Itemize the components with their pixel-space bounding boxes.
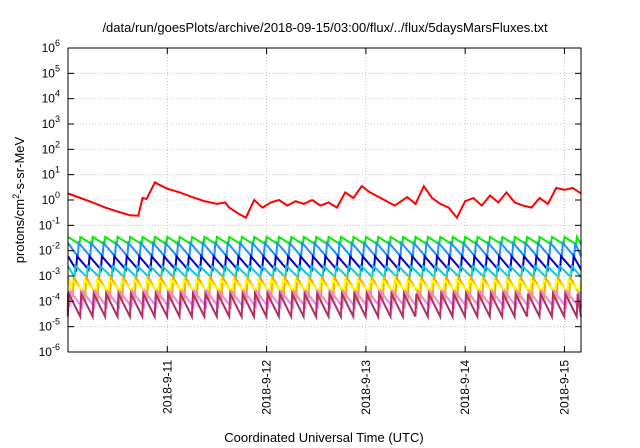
y-axis-label-rest: -s-sr-MeV <box>12 136 27 193</box>
x-axis-ticks: 2018-9-11 2018-9-12 2018-9-13 2018-9-14 2018… <box>160 48 571 415</box>
y-tick-label: 10-5 <box>39 317 60 334</box>
y-axis-ticks: 10-6 10-5 10-4 10-3 10-2 10-1 100 101 102 103 104 1… <box>39 38 581 359</box>
y-tick-label: 105 <box>42 63 60 80</box>
sawtooth-series-line <box>67 233 582 246</box>
x-axis-label: Coordinated Universal Time (UTC) <box>224 430 423 445</box>
y-tick-label: 10-3 <box>39 266 60 283</box>
y-tick-label: 10-4 <box>39 291 60 308</box>
x-tick-label: 2018-9-12 <box>260 360 274 415</box>
sawtooth-series-line <box>66 289 582 321</box>
y-tick-label: 100 <box>42 190 60 207</box>
sawtooth-series-line <box>67 263 582 281</box>
sawtooth-series-line <box>67 240 582 260</box>
y-axis-label-base: protons/cm <box>12 199 27 263</box>
y-tick-label: 101 <box>42 165 60 182</box>
y-tick-label: 102 <box>42 139 60 156</box>
y-axis-label-sup: 2 <box>11 194 21 199</box>
y-tick-label: 103 <box>42 114 60 131</box>
y-tick-label: 10-6 <box>39 342 60 359</box>
x-tick-label: 2018-9-14 <box>458 360 472 415</box>
y-tick-label: 10-1 <box>39 215 60 232</box>
y-axis-label: protons/cm2-s-sr-MeV <box>11 136 27 263</box>
y-tick-label: 106 <box>42 38 60 55</box>
series-group <box>66 180 582 321</box>
x-tick-label: 2018-9-15 <box>557 360 571 415</box>
y-tick-label: 10-2 <box>39 241 60 258</box>
sawtooth-series-line <box>67 277 582 294</box>
x-tick-label: 2018-9-13 <box>359 360 373 415</box>
y-tick-label: 104 <box>42 89 60 106</box>
x-tick-label: 2018-9-11 <box>160 360 174 414</box>
series-line <box>67 180 582 220</box>
chart-title: /data/run/goesPlots/archive/2018-09-15/0… <box>102 20 548 35</box>
